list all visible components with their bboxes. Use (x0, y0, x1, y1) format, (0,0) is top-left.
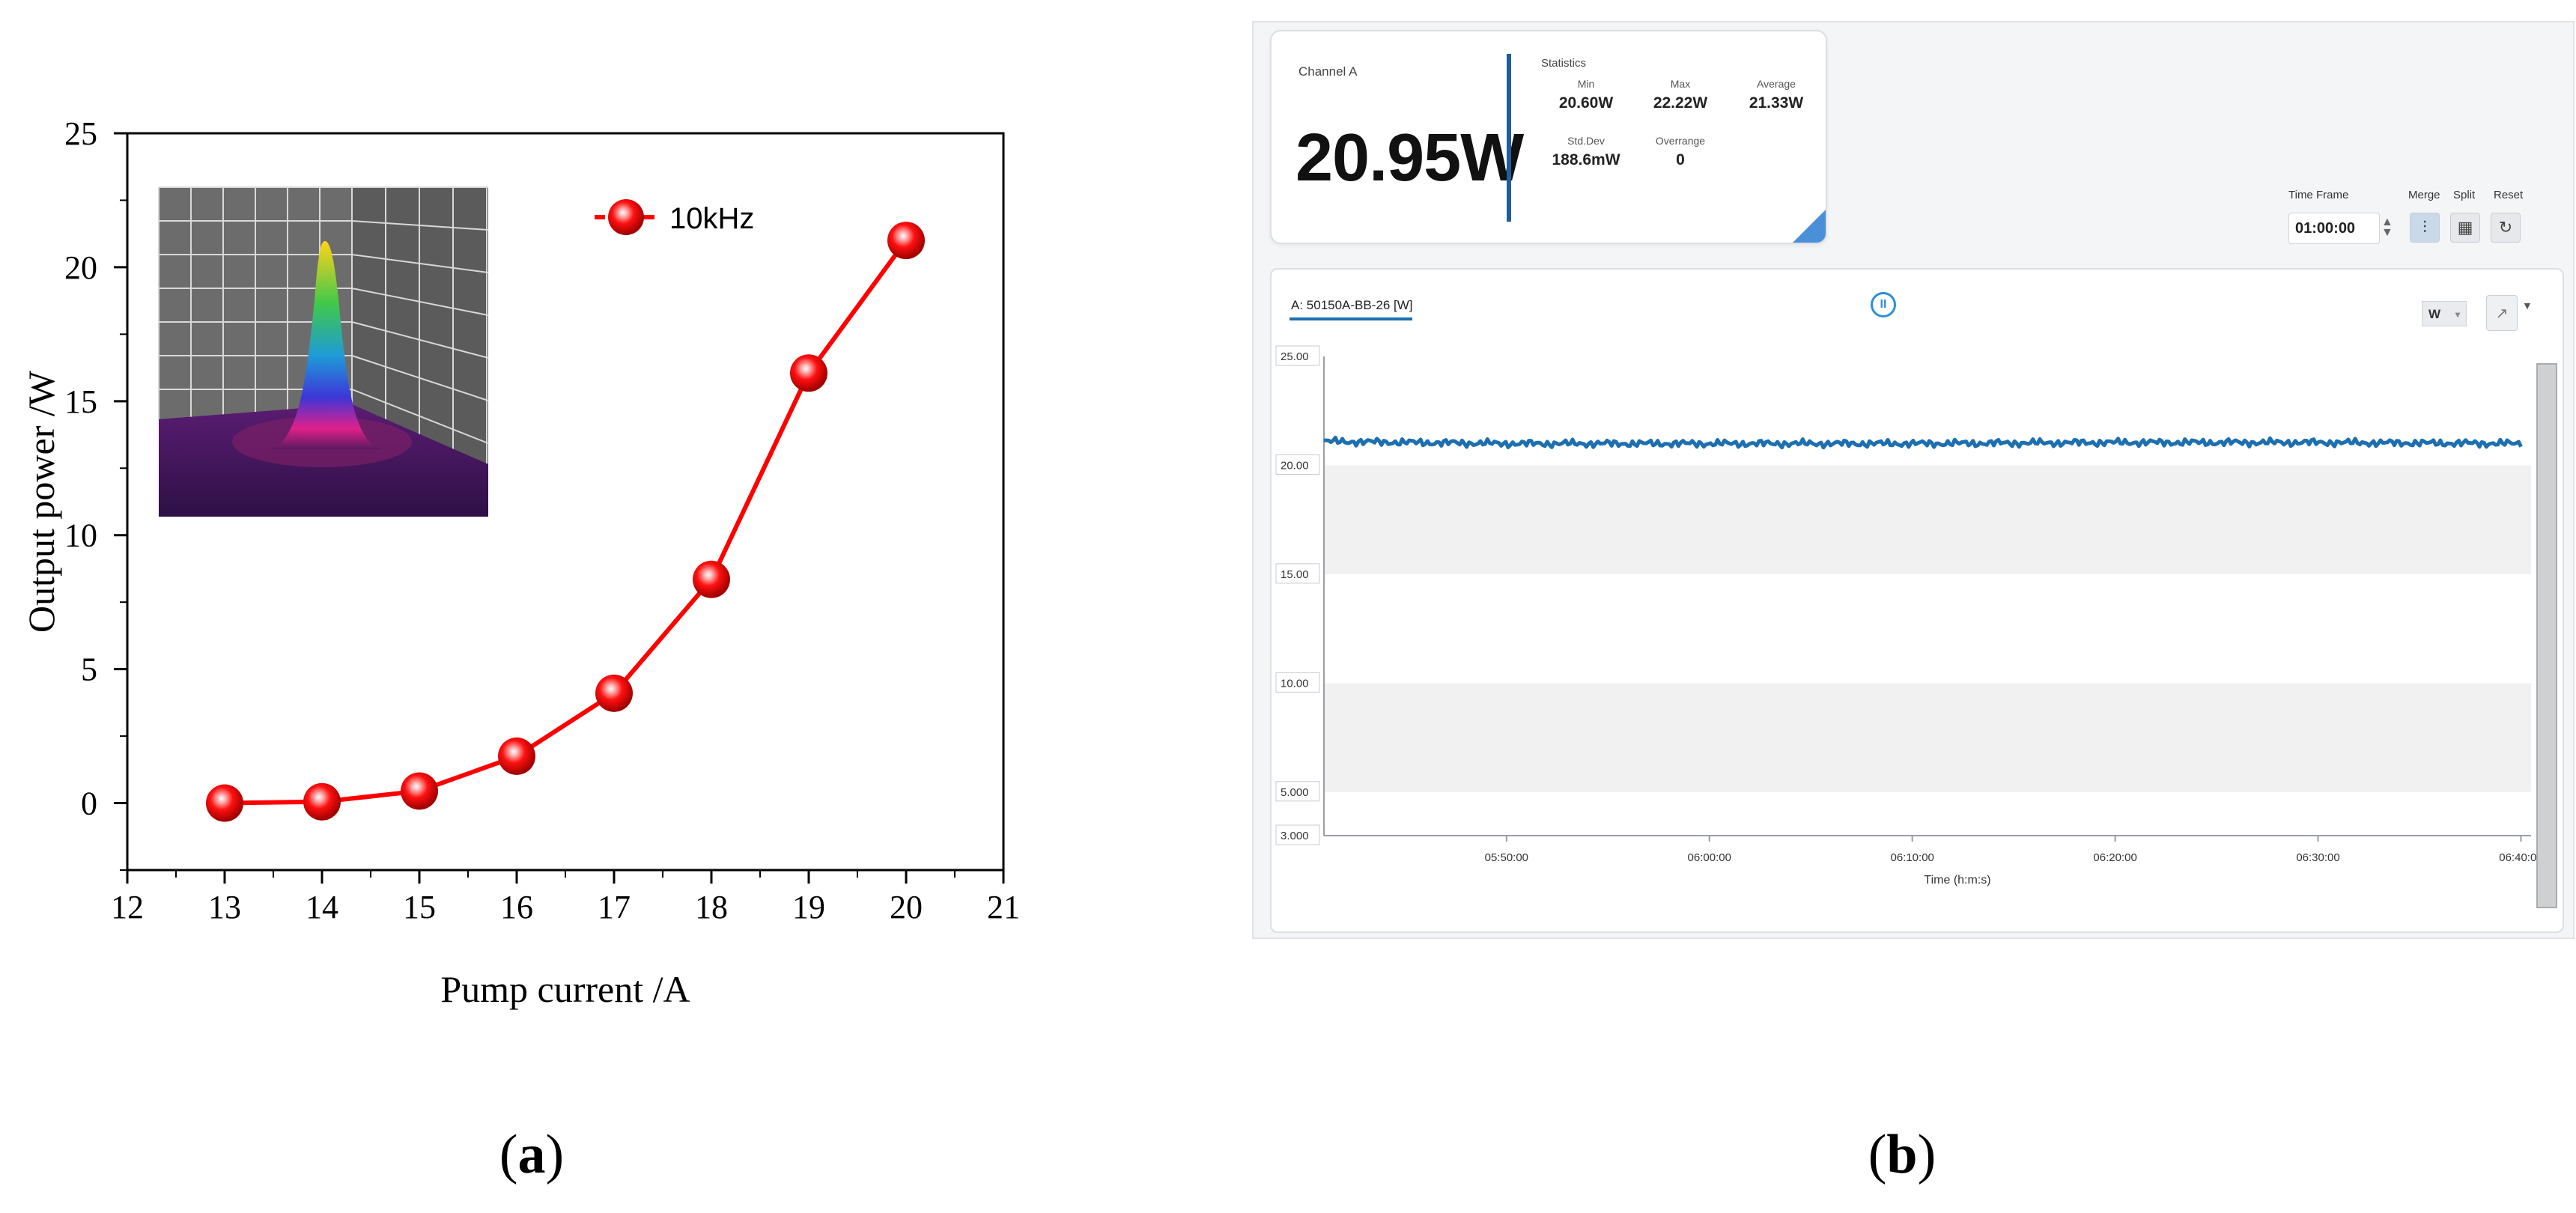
caption-a: (a) (499, 1124, 565, 1185)
data-point (790, 354, 827, 392)
y-tick-box (1275, 454, 1320, 475)
stat-std-dev: Std.Dev 188.6mW (1552, 135, 1620, 168)
x-tick-label: 15 (403, 889, 436, 925)
current-power-value: 20.95W (1295, 121, 1524, 195)
divider (1507, 54, 1511, 222)
time-frame-input[interactable]: 01:00:00 (2288, 213, 2380, 244)
x-tick-label: 14 (306, 889, 338, 925)
data-point (206, 784, 243, 822)
grid-band (1324, 683, 2531, 792)
chevron-down-icon[interactable]: ▼ (2522, 300, 2533, 311)
x-tick-label: 06:30:00 (2296, 851, 2339, 864)
x-tick-label: 12 (111, 889, 144, 925)
y-tick-label: 15.00 (1281, 568, 1309, 581)
x-tick-label: 06:20:00 (2093, 851, 2136, 864)
y-tick-box (1275, 672, 1320, 693)
series-trace (1323, 435, 2523, 450)
split-grid-icon: ▦ (2457, 218, 2473, 237)
reset-label: Reset (2494, 189, 2524, 201)
y-tick-label: 15 (64, 383, 97, 420)
y-tick-label: 20 (64, 249, 97, 286)
y-tick-label: 0 (81, 785, 97, 822)
x-tick-label: 21 (987, 889, 1020, 925)
y-tick-label: 5 (81, 651, 97, 688)
chart-b: 25.00 20.00 15.00 10.00 5.000 3.000 05:50:00 06… (1275, 345, 2557, 908)
toolbar: Time Frame Merge Split Reset 01:00:00 ▲ ▼… (2288, 189, 2573, 249)
legend-label: 10kHz (669, 202, 754, 235)
y-tick-box (1275, 781, 1320, 802)
stat-min: Min 20.60W (1558, 78, 1614, 112)
x-tick-label: 18 (695, 889, 728, 925)
panel-a: 12 13 14 15 16 17 18 19 20 21 0 5 10 15 20 25 Pump curre… (0, 0, 1048, 1213)
x-tick-label: 20 (890, 889, 923, 925)
reset-icon: ↻ (2498, 218, 2513, 237)
statistics-card: Channel A 20.95W Statistics Min 20.60W Ma… (1270, 30, 1827, 244)
reset-button[interactable]: ↻ (2491, 213, 2521, 243)
series-underline (1289, 317, 1412, 320)
pause-button[interactable]: II (1871, 292, 1896, 317)
pause-icon: II (1880, 298, 1887, 311)
y-tick-label: 3.000 (1281, 830, 1309, 842)
x-tick-label: 17 (598, 889, 631, 925)
x-tick-label: 05:50:00 (1485, 851, 1528, 864)
power-meter-ui: Channel A 20.95W Statistics Min 20.60W Ma… (1252, 21, 2575, 939)
data-point (693, 560, 730, 598)
chart-a: 12 13 14 15 16 17 18 19 20 21 0 5 10 15 20 25 Pump curre… (20, 115, 1020, 1010)
y-axis-label: Output power /W (20, 370, 62, 633)
x-tick-label: 16 (500, 889, 533, 925)
statistics-title: Statistics (1541, 57, 1587, 70)
x-axis-label: Time (h:m:s) (1924, 874, 1990, 887)
legend: 10kHz (595, 199, 754, 235)
merge-button[interactable]: ⫶ (2410, 213, 2440, 243)
y-tick-label: 5.000 (1281, 786, 1309, 799)
scrollbar[interactable] (2536, 363, 2557, 908)
split-label: Split (2453, 189, 2476, 201)
time-frame-label: Time Frame (2288, 189, 2349, 201)
y-tick-label: 25 (64, 115, 97, 152)
plot-card: A: 50150A-BB-26 [W] II W ▾ ↗ ▼ 25.00 20.00… (1270, 268, 2564, 933)
y-tick-box (1275, 563, 1320, 584)
data-point (401, 772, 438, 810)
x-tick-label: 13 (208, 889, 241, 925)
grid-band (1324, 465, 2531, 574)
y-tick-label: 20.00 (1281, 459, 1309, 472)
data-point (887, 222, 925, 260)
data-point (498, 737, 535, 775)
merge-icon: ⫶ (2422, 218, 2427, 237)
chevron-down-icon: ▾ (2455, 309, 2460, 320)
data-point (303, 782, 341, 821)
stat-overrange: Overrange 0 (1655, 135, 1706, 168)
x-axis-label: Pump current /A (440, 968, 690, 1010)
x-tick-label: 19 (792, 889, 825, 925)
y-tick-label: 25.00 (1281, 350, 1309, 363)
time-frame-spinner-icon[interactable]: ▲ ▼ (2381, 216, 2393, 239)
merge-label: Merge (2408, 189, 2440, 201)
channel-label: Channel A (1298, 64, 1358, 79)
y-tick-box (1275, 824, 1320, 845)
y-tick-label: 10.00 (1281, 677, 1309, 690)
series-label[interactable]: A: 50150A-BB-26 [W] (1291, 298, 1413, 312)
x-tick-label: 06:10:00 (1890, 851, 1933, 864)
split-button[interactable]: ▦ (2450, 213, 2480, 243)
data-point (595, 674, 633, 712)
stat-max: Max 22.22W (1653, 78, 1708, 112)
y-tick-box (1275, 345, 1320, 366)
beam-profile-inset (158, 186, 489, 517)
caption-b: (b) (1868, 1124, 1936, 1185)
y-tick-label: 10 (64, 517, 97, 554)
chart-type-button[interactable]: ↗ (2486, 295, 2518, 331)
legend-marker (608, 199, 644, 235)
line-chart-icon: ↗ (2495, 305, 2509, 322)
x-tick-label: 06:00:00 (1688, 851, 1731, 864)
x-tick-label: 06:40:00 (2499, 851, 2542, 864)
stat-average: Average 21.33W (1749, 78, 1804, 112)
expand-corner-icon[interactable] (1793, 210, 1826, 243)
unit-select[interactable]: W ▾ (2422, 301, 2467, 326)
